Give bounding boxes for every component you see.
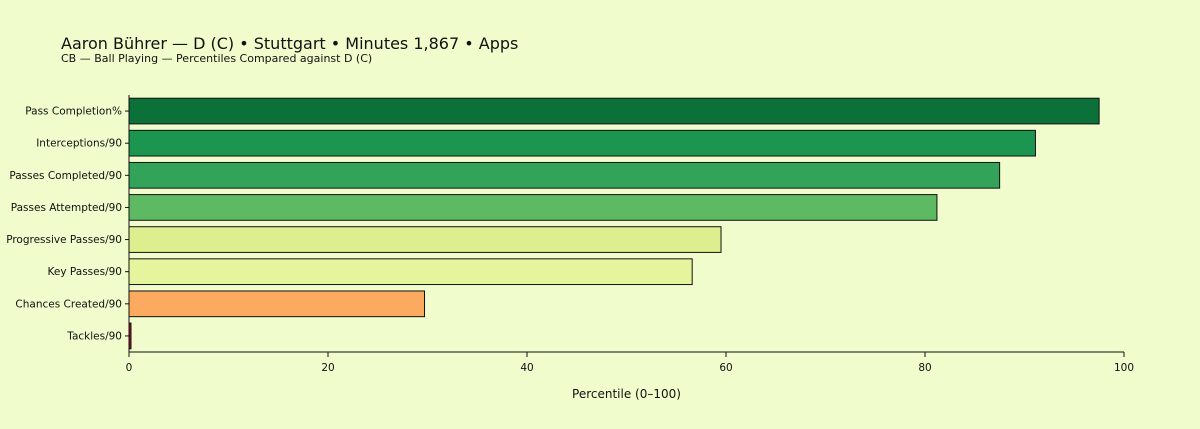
x-tick-label: 20	[321, 362, 334, 374]
x-ticks-group: 0 20 40 60 80 100	[126, 352, 1134, 374]
chart-subtitle: CB — Ball Playing — Percentiles Compared…	[61, 52, 373, 65]
category-label: Key Passes/90	[48, 266, 122, 278]
category-label: Passes Completed/90	[9, 170, 122, 182]
bar-key-passes-90	[128, 258, 693, 286]
bar-passes-completed-90	[128, 161, 1001, 189]
bars-group	[128, 97, 1100, 350]
bar-passes-attempted-90	[128, 194, 938, 221]
x-axis-title: Percentile (0–100)	[572, 387, 681, 401]
chart-title: Aaron Bührer — D (C) • Stuttgart • Minut…	[61, 34, 519, 53]
x-tick-label: 40	[520, 362, 533, 374]
x-tick-label: 80	[918, 362, 931, 374]
x-tick-label: 0	[126, 362, 133, 374]
category-label: Tackles/90	[66, 330, 122, 342]
x-tick-label: 60	[719, 362, 732, 374]
bar-progressive-passes-90	[128, 226, 722, 253]
category-labels-group: Pass Completion% Interceptions/90 Passes C…	[6, 106, 129, 342]
bar-interceptions-90	[128, 129, 1036, 157]
category-label: Passes Attempted/90	[11, 202, 122, 214]
category-label: Progressive Passes/90	[6, 234, 122, 246]
category-label: Chances Created/90	[15, 298, 122, 310]
bar-chances-created-90	[128, 290, 426, 318]
x-tick-label: 100	[1114, 362, 1134, 374]
category-label: Pass Completion%	[25, 106, 122, 118]
category-label: Interceptions/90	[36, 138, 122, 150]
bar-pass-completion	[128, 97, 1100, 125]
